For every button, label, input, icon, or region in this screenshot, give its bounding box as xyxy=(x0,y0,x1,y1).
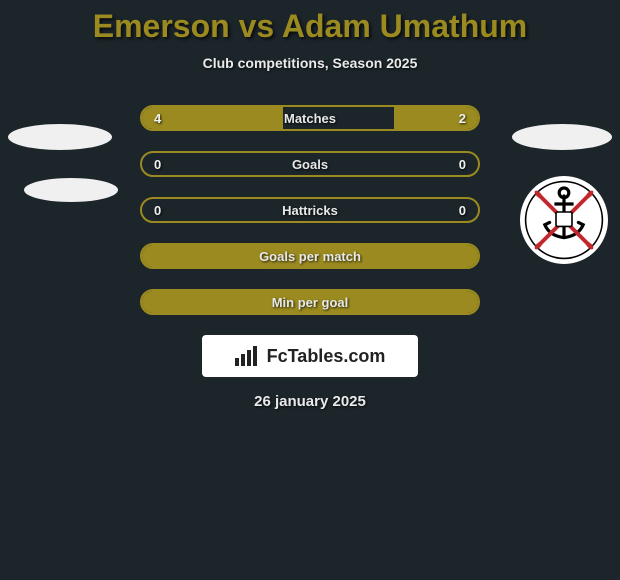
stat-left-value: 0 xyxy=(142,199,173,221)
brand-box: FcTables.com xyxy=(202,335,418,377)
stat-row-mpg: Min per goal xyxy=(140,289,480,315)
right-club-crest xyxy=(520,176,608,264)
stat-label: Goals per match xyxy=(142,245,478,267)
left-top-ellipse xyxy=(8,124,112,150)
stat-label: Matches xyxy=(142,107,478,129)
footer-date: 26 january 2025 xyxy=(0,393,620,410)
stat-row-goals: 0 0 Goals xyxy=(140,151,480,177)
page-title: Emerson vs Adam Umathum xyxy=(0,0,620,45)
stat-label: Hattricks xyxy=(142,199,478,221)
stat-row-matches: 4 2 Matches xyxy=(140,105,480,131)
brand-text: FcTables.com xyxy=(267,346,386,367)
stat-left-value: 0 xyxy=(142,153,173,175)
stats-table: 4 2 Matches 0 0 Goals 0 0 Hattricks Goal… xyxy=(140,105,480,315)
stat-row-gpm: Goals per match xyxy=(140,243,480,269)
bar-chart-icon xyxy=(235,346,261,366)
stat-row-hattricks: 0 0 Hattricks xyxy=(140,197,480,223)
crest-icon xyxy=(524,180,604,260)
stat-label: Goals xyxy=(142,153,478,175)
left-bottom-ellipse xyxy=(24,178,118,202)
page-subtitle: Club competitions, Season 2025 xyxy=(0,55,620,71)
stat-right-value: 2 xyxy=(447,107,478,129)
stat-right-value: 0 xyxy=(447,199,478,221)
stat-right-value: 0 xyxy=(447,153,478,175)
right-top-ellipse xyxy=(512,124,612,150)
stat-left-value: 4 xyxy=(142,107,173,129)
stat-label: Min per goal xyxy=(142,291,478,313)
